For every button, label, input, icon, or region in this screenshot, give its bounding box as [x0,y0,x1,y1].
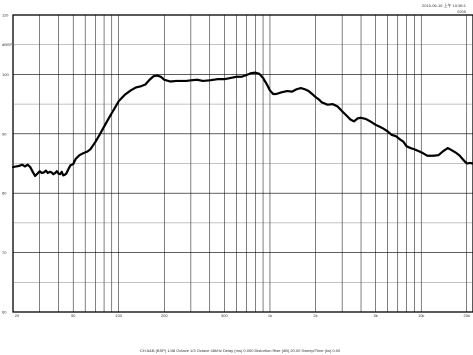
series-line-response [11,71,473,178]
x-tick-label: 2k [313,313,317,318]
x-tick-label: 100 [115,313,122,318]
tick-labels: 20 50 100 200 500 1k 2k 5k 10k 20k 110 dBSPL 100 90 80… [2,13,470,319]
x-tick-label: 50 [71,313,76,318]
chart-footer: CH A&B (BSP) 1/48 Octave 1/3 Octave 48kH… [140,348,341,353]
x-tick-label: 1k [268,313,272,318]
series-layer [11,71,473,178]
timestamp-label: 2015-06-16 上午 10:56:1 [422,2,467,8]
y-tick-label: 90 [2,131,7,136]
y-tick-label: 110 [2,13,9,18]
series-code-label: 0205 [457,9,467,14]
x-tick-label: 500 [221,313,228,318]
y-tick-label: dBSPL [2,42,15,47]
y-tick-label: 60 [2,310,7,315]
y-tick-label: 80 [2,191,7,196]
x-tick-label: 200 [161,313,168,318]
x-tick-label: 20k [464,313,470,318]
y-tick-label: 100 [2,72,9,77]
x-tick-label: 20 [15,313,20,318]
y-tick-label: 70 [2,250,7,255]
x-tick-label: 5k [374,313,378,318]
x-tick-label: 10k [418,313,424,318]
grid-lines [13,15,473,312]
